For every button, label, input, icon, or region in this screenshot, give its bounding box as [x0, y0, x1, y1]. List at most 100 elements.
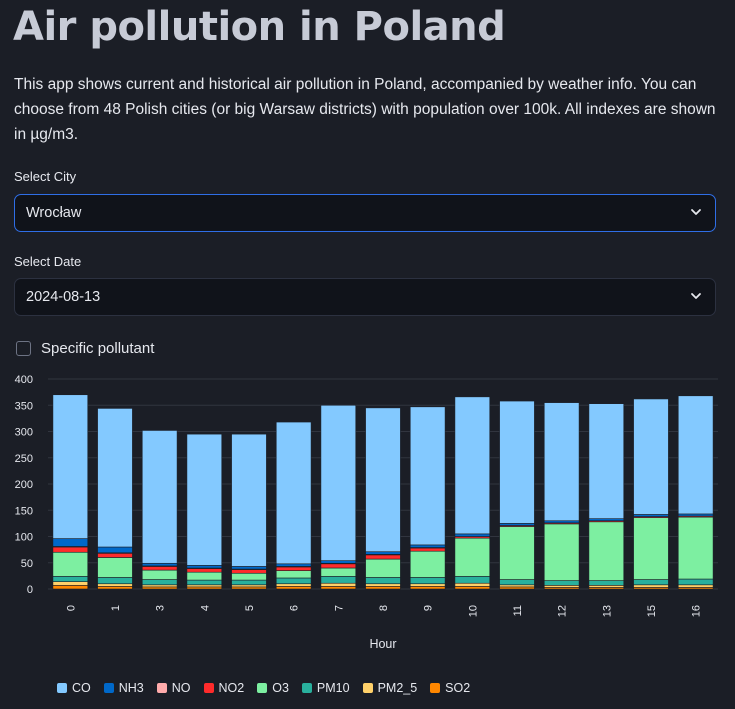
bar-segment-o3[interactable] — [499, 526, 535, 580]
bar-segment-so2[interactable] — [320, 586, 357, 590]
legend-item-so2[interactable]: SO2 — [430, 681, 470, 695]
bar-segment-co[interactable] — [52, 394, 89, 539]
bar-segment-nh3[interactable] — [677, 513, 714, 517]
bar-segment-o3[interactable] — [97, 557, 133, 578]
bar-segment-pm2-5[interactable] — [186, 584, 223, 588]
bar-segment-co[interactable] — [186, 433, 223, 566]
bar-segment-pm10[interactable] — [186, 579, 223, 586]
bar-segment-co[interactable] — [409, 406, 446, 546]
bar-segment-so2[interactable] — [499, 586, 535, 590]
bar-segment-so2[interactable] — [365, 586, 401, 590]
bar-segment-pm2-5[interactable] — [543, 585, 580, 588]
bar-segment-so2[interactable] — [141, 586, 178, 590]
legend-item-no2[interactable]: NO2 — [203, 681, 244, 695]
bar-segment-o3[interactable] — [52, 551, 89, 577]
bar-segment-pm2-5[interactable] — [454, 582, 491, 587]
bar-segment-o3[interactable] — [365, 558, 401, 578]
bar-segment-nh3[interactable] — [588, 518, 625, 522]
bar-segment-pm2-5[interactable] — [409, 583, 446, 587]
bar-segment-o3[interactable] — [275, 570, 312, 579]
bar-segment-pm2-5[interactable] — [231, 584, 267, 588]
bar-segment-so2[interactable] — [454, 586, 491, 590]
bar-segment-nh3[interactable] — [97, 546, 133, 554]
bar-segment-o3[interactable] — [588, 521, 625, 581]
legend-item-o3[interactable]: O3 — [257, 681, 289, 695]
bar-segment-o3[interactable] — [141, 569, 178, 580]
bar-segment-co[interactable] — [275, 421, 312, 565]
bar-segment-no2[interactable] — [275, 566, 312, 571]
bar-segment-pm10[interactable] — [231, 579, 267, 586]
bar-segment-pm10[interactable] — [52, 576, 89, 582]
bar-segment-so2[interactable] — [409, 586, 446, 590]
bar-segment-co[interactable] — [97, 408, 133, 548]
bar-segment-pm10[interactable] — [499, 579, 535, 586]
bar-segment-pm10[interactable] — [454, 576, 491, 584]
bar-segment-pm2-5[interactable] — [588, 585, 625, 588]
bar-segment-nh3[interactable] — [231, 566, 267, 570]
bar-segment-pm10[interactable] — [97, 577, 133, 585]
bar-segment-pm2-5[interactable] — [499, 584, 535, 588]
bar-segment-no2[interactable] — [141, 566, 178, 571]
bar-segment-nh3[interactable] — [409, 544, 446, 548]
bar-segment-no2[interactable] — [320, 563, 357, 569]
bar-segment-nh3[interactable] — [186, 565, 223, 569]
bar-segment-pm10[interactable] — [141, 579, 178, 586]
bar-segment-pm10[interactable] — [409, 577, 446, 585]
bar-segment-pm2-5[interactable] — [97, 583, 133, 587]
bar-segment-no2[interactable] — [409, 547, 446, 552]
bar-segment-co[interactable] — [320, 404, 357, 561]
bar-segment-pm2-5[interactable] — [365, 583, 401, 587]
date-select[interactable]: 2024-08-13 — [14, 278, 716, 316]
bar-segment-pm10[interactable] — [633, 579, 669, 586]
bar-segment-o3[interactable] — [409, 550, 446, 578]
bar-segment-co[interactable] — [231, 433, 267, 567]
bar-segment-o3[interactable] — [543, 523, 580, 581]
bar-segment-pm2-5[interactable] — [141, 584, 178, 588]
bar-segment-nh3[interactable] — [365, 551, 401, 555]
bar-segment-co[interactable] — [633, 398, 669, 515]
bar-segment-pm10[interactable] — [320, 576, 357, 584]
bar-segment-co[interactable] — [454, 396, 491, 535]
legend-item-co[interactable]: CO — [57, 681, 91, 695]
bar-segment-o3[interactable] — [186, 571, 223, 581]
bar-segment-o3[interactable] — [454, 537, 491, 577]
bar-segment-nh3[interactable] — [633, 514, 669, 517]
bar-segment-pm10[interactable] — [543, 580, 580, 586]
legend-item-pm2-5[interactable]: PM2_5 — [362, 681, 417, 695]
bar-segment-co[interactable] — [141, 430, 178, 564]
bar-segment-nh3[interactable] — [141, 562, 178, 567]
bar-segment-nh3[interactable] — [543, 520, 580, 524]
legend-item-pm10[interactable]: PM10 — [301, 681, 350, 695]
bar-segment-co[interactable] — [365, 407, 401, 553]
legend-item-no[interactable]: NO — [156, 681, 191, 695]
bar-segment-nh3[interactable] — [320, 560, 357, 564]
bar-segment-o3[interactable] — [231, 572, 267, 581]
bar-segment-co[interactable] — [588, 403, 625, 519]
bar-segment-so2[interactable] — [186, 586, 223, 590]
bar-segment-no2[interactable] — [365, 554, 401, 560]
bar-segment-nh3[interactable] — [454, 533, 491, 537]
bar-segment-nh3[interactable] — [52, 538, 89, 547]
bar-segment-pm2-5[interactable] — [320, 582, 357, 587]
bar-segment-so2[interactable] — [52, 585, 89, 590]
checkbox-box[interactable] — [16, 340, 31, 356]
bar-segment-pm2-5[interactable] — [633, 584, 669, 588]
bar-segment-nh3[interactable] — [275, 563, 312, 567]
bar-segment-co[interactable] — [499, 400, 535, 524]
bar-segment-o3[interactable] — [320, 567, 357, 577]
bar-segment-o3[interactable] — [677, 516, 714, 580]
bar-segment-no2[interactable] — [186, 568, 223, 573]
bar-segment-pm10[interactable] — [677, 578, 714, 586]
bar-segment-co[interactable] — [543, 402, 580, 522]
bar-segment-nh3[interactable] — [499, 523, 535, 526]
bar-segment-pm2-5[interactable] — [677, 584, 714, 588]
bar-segment-so2[interactable] — [275, 586, 312, 590]
city-select[interactable]: Wrocław — [14, 194, 716, 232]
bar-segment-so2[interactable] — [97, 586, 133, 590]
bar-segment-pm10[interactable] — [365, 577, 401, 585]
bar-segment-o3[interactable] — [633, 517, 669, 580]
bar-segment-pm2-5[interactable] — [52, 581, 89, 586]
bar-segment-pm2-5[interactable] — [275, 583, 312, 587]
bar-segment-no2[interactable] — [97, 553, 133, 558]
specific-pollutant-checkbox[interactable]: Specific pollutant — [16, 338, 154, 358]
